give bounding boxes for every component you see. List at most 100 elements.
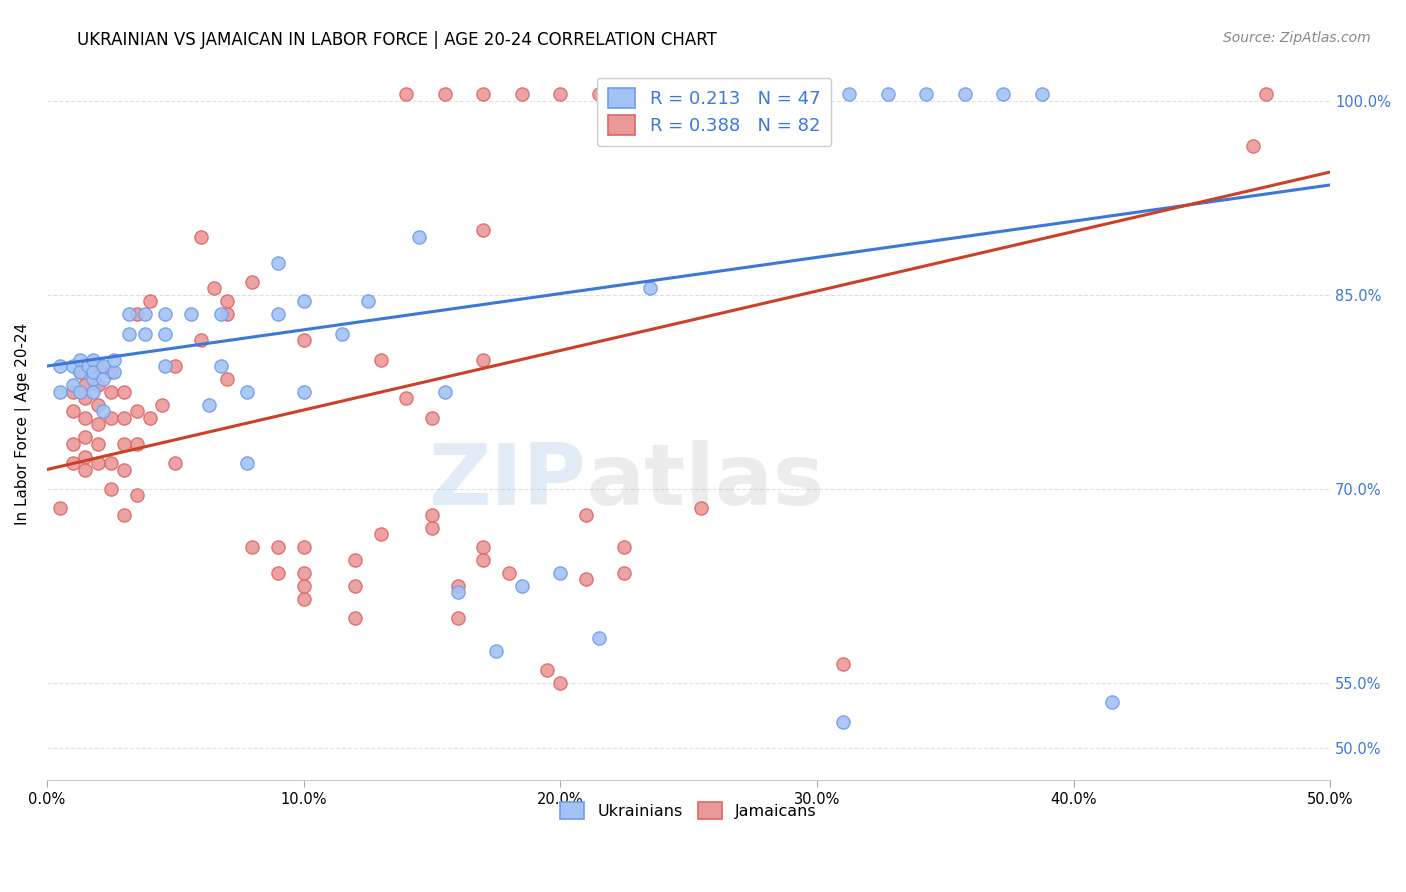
Point <box>62 456 84 470</box>
Text: ZIP: ZIP <box>429 440 586 523</box>
Point <box>62 436 84 450</box>
Point <box>626 87 648 102</box>
Point <box>395 87 418 102</box>
Point <box>292 294 315 309</box>
Point <box>100 410 122 425</box>
Point <box>236 456 259 470</box>
Point <box>87 359 110 373</box>
Point <box>138 294 160 309</box>
Point <box>49 359 72 373</box>
Point <box>395 392 418 406</box>
Point <box>69 366 91 380</box>
Point <box>548 566 571 580</box>
Point <box>991 87 1014 102</box>
Point <box>100 384 122 399</box>
Point <box>831 714 853 729</box>
Point <box>100 456 122 470</box>
Point <box>485 643 508 657</box>
Point <box>134 307 156 321</box>
Point <box>75 462 97 476</box>
Point <box>112 384 135 399</box>
Point <box>613 566 636 580</box>
Point <box>267 566 290 580</box>
Point <box>190 229 212 244</box>
Point <box>62 384 84 399</box>
Point <box>548 87 571 102</box>
Text: UKRAINIAN VS JAMAICAN IN LABOR FORCE | AGE 20-24 CORRELATION CHART: UKRAINIAN VS JAMAICAN IN LABOR FORCE | A… <box>77 31 717 49</box>
Point <box>420 410 443 425</box>
Point <box>831 657 853 671</box>
Point <box>211 307 233 321</box>
Point <box>330 326 353 341</box>
Point <box>118 307 141 321</box>
Point <box>370 352 392 367</box>
Point <box>446 611 468 625</box>
Point <box>152 398 174 412</box>
Point <box>915 87 938 102</box>
Y-axis label: In Labor Force | Age 20-24: In Labor Force | Age 20-24 <box>15 323 31 525</box>
Point <box>153 307 176 321</box>
Point <box>408 229 430 244</box>
Point <box>197 398 219 412</box>
Point <box>69 352 91 367</box>
Point <box>180 307 202 321</box>
Point <box>472 87 495 102</box>
Point <box>69 366 91 380</box>
Point <box>588 87 610 102</box>
Point <box>498 566 520 580</box>
Text: atlas: atlas <box>586 440 824 523</box>
Point <box>343 553 366 567</box>
Point <box>112 410 135 425</box>
Point <box>575 573 598 587</box>
Point <box>215 372 238 386</box>
Point <box>690 501 713 516</box>
Point <box>82 372 104 386</box>
Point <box>165 359 187 373</box>
Point <box>548 676 571 690</box>
Point <box>510 87 533 102</box>
Point <box>953 87 976 102</box>
Point <box>472 553 495 567</box>
Point <box>433 87 456 102</box>
Point <box>62 378 84 392</box>
Point <box>472 223 495 237</box>
Point <box>112 508 135 522</box>
Point <box>267 307 290 321</box>
Point <box>433 384 456 399</box>
Point <box>112 462 135 476</box>
Point <box>75 410 97 425</box>
Point <box>125 404 148 418</box>
Point <box>75 430 97 444</box>
Point <box>215 307 238 321</box>
Point <box>93 404 115 418</box>
Point <box>87 456 110 470</box>
Point <box>100 482 122 496</box>
Point <box>215 294 238 309</box>
Point <box>82 366 104 380</box>
Point <box>838 87 860 102</box>
Point <box>112 436 135 450</box>
Point <box>236 384 259 399</box>
Point <box>62 359 84 373</box>
Point <box>49 501 72 516</box>
Point <box>588 631 610 645</box>
Point <box>472 540 495 554</box>
Point <box>138 410 160 425</box>
Point <box>613 540 636 554</box>
Point <box>100 366 122 380</box>
Point <box>125 488 148 502</box>
Point <box>211 359 233 373</box>
Point <box>118 326 141 341</box>
Point <box>103 352 125 367</box>
Point <box>240 540 263 554</box>
Point <box>420 521 443 535</box>
Point <box>103 366 125 380</box>
Point <box>799 87 821 102</box>
Point <box>190 333 212 347</box>
Point <box>292 579 315 593</box>
Point <box>87 417 110 432</box>
Point <box>240 275 263 289</box>
Point <box>876 87 898 102</box>
Point <box>370 527 392 541</box>
Point <box>75 378 97 392</box>
